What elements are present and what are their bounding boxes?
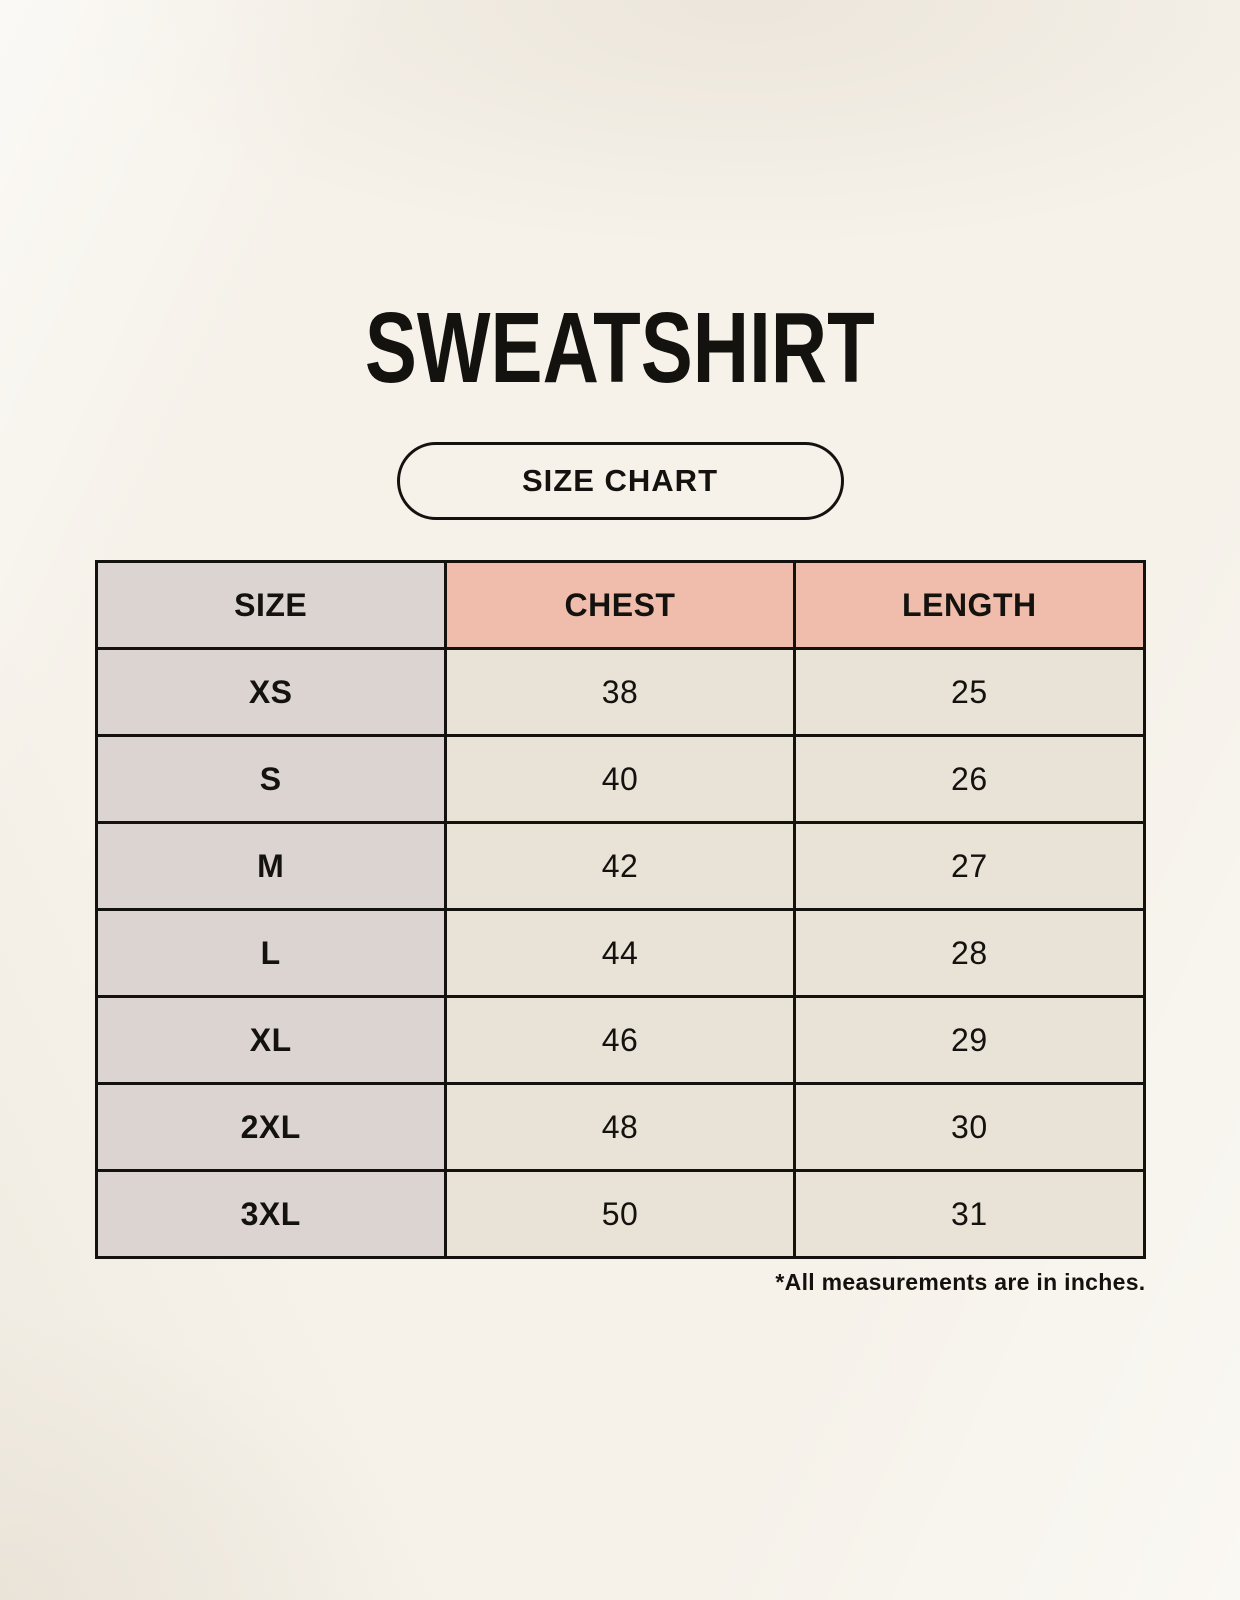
column-header-length: LENGTH xyxy=(793,560,1146,650)
table-row: XL 46 29 xyxy=(94,995,1146,1085)
length-cell: 31 xyxy=(793,1169,1146,1259)
length-cell: 27 xyxy=(793,821,1146,911)
size-cell: L xyxy=(94,908,447,998)
chest-cell: 42 xyxy=(443,821,797,911)
table-row: 2XL 48 30 xyxy=(94,1082,1146,1172)
page-title-text: SWEATSHIRT xyxy=(365,292,875,404)
length-cell: 30 xyxy=(793,1082,1146,1172)
column-header-chest: CHEST xyxy=(443,560,797,650)
size-cell: S xyxy=(94,734,447,824)
size-cell: M xyxy=(94,821,447,911)
chest-cell: 40 xyxy=(443,734,797,824)
table-header-row: SIZE CHEST LENGTH xyxy=(94,560,1146,650)
size-cell: XS xyxy=(94,647,447,737)
table-row: M 42 27 xyxy=(94,821,1146,911)
size-cell: 3XL xyxy=(94,1169,447,1259)
size-chart-badge-label: SIZE CHART xyxy=(522,463,718,498)
chest-cell: 46 xyxy=(443,995,797,1085)
chest-cell: 44 xyxy=(443,908,797,998)
size-chart-page: SWEATSHIRT SIZE CHART SIZE CHEST LENGTH … xyxy=(0,0,1240,1295)
column-header-size: SIZE xyxy=(94,560,447,650)
page-title: SWEATSHIRT xyxy=(0,0,1240,398)
table-row: 3XL 50 31 xyxy=(94,1169,1146,1259)
size-chart-badge: SIZE CHART xyxy=(396,442,844,520)
table-row: S 40 26 xyxy=(94,734,1146,824)
chest-cell: 50 xyxy=(443,1169,797,1259)
length-cell: 29 xyxy=(793,995,1146,1085)
measurements-note: *All measurements are in inches. xyxy=(775,1269,1146,1295)
length-cell: 25 xyxy=(793,647,1146,737)
chest-cell: 38 xyxy=(443,647,797,737)
length-cell: 26 xyxy=(793,734,1146,824)
size-cell: 2XL xyxy=(94,1082,447,1172)
table-row: XS 38 25 xyxy=(94,647,1146,737)
size-cell: XL xyxy=(94,995,447,1085)
chest-cell: 48 xyxy=(443,1082,797,1172)
table-row: L 44 28 xyxy=(94,908,1146,998)
length-cell: 28 xyxy=(793,908,1146,998)
size-table: SIZE CHEST LENGTH XS 38 25 S 40 26 M 42 … xyxy=(94,560,1146,1259)
